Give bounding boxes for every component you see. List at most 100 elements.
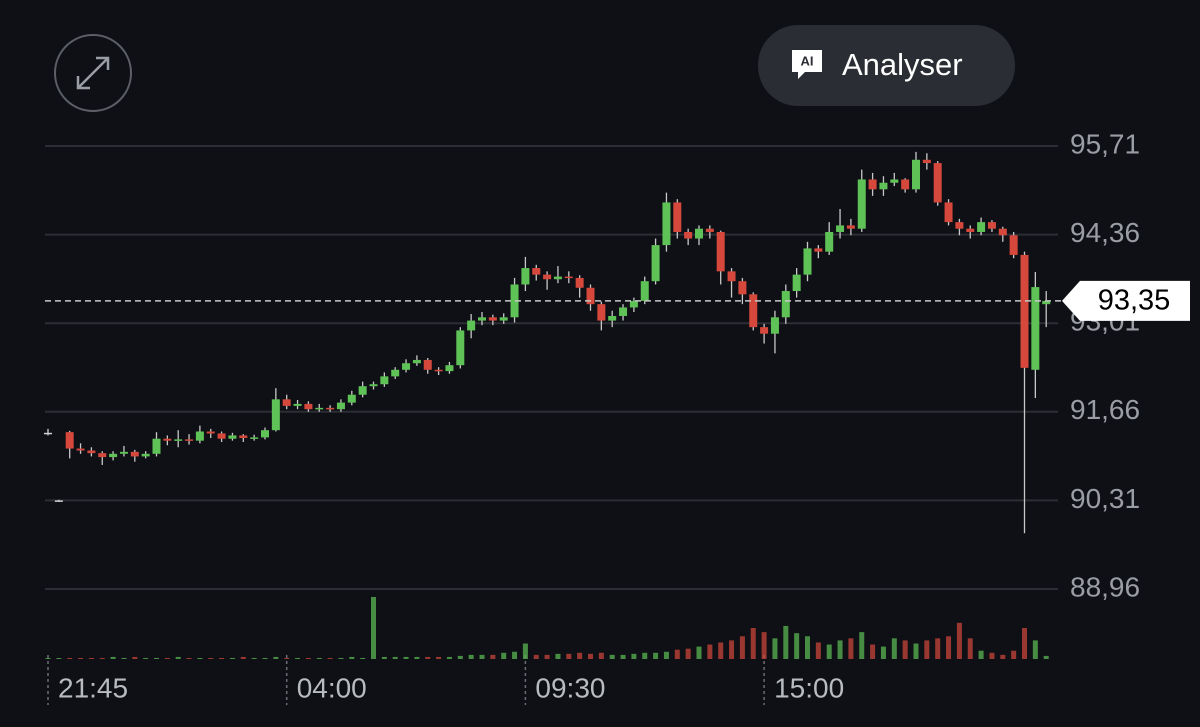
volume-bar bbox=[197, 657, 203, 659]
candle-body bbox=[141, 453, 150, 457]
y-tick-label: 91,66 bbox=[1070, 394, 1140, 425]
candle-body bbox=[966, 228, 975, 232]
volume-bar bbox=[305, 657, 311, 659]
y-tick-label: 90,31 bbox=[1070, 483, 1140, 514]
candle-body bbox=[65, 432, 74, 449]
candle-body bbox=[304, 403, 313, 410]
volume-bar bbox=[989, 652, 995, 659]
candle-body bbox=[98, 453, 107, 458]
volume-bar bbox=[826, 644, 832, 659]
volume-bar bbox=[45, 658, 51, 659]
volume-bar bbox=[88, 657, 94, 659]
candle-body bbox=[890, 179, 899, 183]
volume-bar bbox=[859, 632, 865, 659]
volume-bar bbox=[186, 657, 192, 659]
candle-body bbox=[825, 231, 834, 252]
volume-bar bbox=[577, 652, 583, 659]
candle-body bbox=[998, 228, 1007, 236]
candle-body bbox=[521, 268, 530, 285]
volume-bar bbox=[501, 652, 507, 659]
volume-bar bbox=[56, 658, 62, 659]
candle-body bbox=[912, 159, 920, 190]
candle-body bbox=[662, 202, 671, 246]
volume-bar bbox=[229, 657, 235, 659]
candle-body bbox=[575, 277, 584, 288]
candle-body bbox=[792, 274, 801, 292]
candle-body bbox=[814, 248, 823, 252]
x-tick-label: 09:30 bbox=[535, 672, 605, 703]
last-price-tag bbox=[1062, 280, 1190, 321]
volume-bar bbox=[1011, 650, 1017, 659]
candle-body bbox=[152, 438, 161, 454]
candle-body bbox=[119, 451, 128, 454]
volume-bar bbox=[761, 632, 767, 659]
volume-bar bbox=[935, 638, 941, 659]
volume-bar bbox=[132, 656, 138, 659]
volume-bar bbox=[392, 656, 398, 659]
volume-bar bbox=[837, 640, 843, 659]
volume-bar bbox=[566, 653, 572, 659]
candle-body bbox=[163, 438, 172, 441]
volume-bar bbox=[588, 653, 593, 659]
candle-body bbox=[369, 384, 378, 387]
volume-bar bbox=[1000, 654, 1006, 659]
candle-body bbox=[922, 159, 931, 164]
candle-body bbox=[868, 179, 877, 190]
candle-body bbox=[651, 245, 660, 282]
volume-bar bbox=[750, 628, 756, 659]
volume-bar bbox=[436, 656, 442, 659]
volume-bar bbox=[653, 652, 659, 659]
candle-body bbox=[402, 363, 411, 370]
volume-bar bbox=[696, 646, 702, 659]
expand-icon bbox=[76, 56, 110, 90]
volume-bar bbox=[446, 656, 452, 659]
candle-body bbox=[347, 394, 356, 403]
expand-button[interactable] bbox=[54, 34, 132, 112]
volume-bar bbox=[99, 657, 105, 659]
volume-bar bbox=[902, 640, 908, 659]
candle-body bbox=[955, 222, 964, 229]
analyser-button[interactable]: AI Analyser bbox=[758, 25, 1015, 106]
volume-bar bbox=[642, 652, 648, 659]
y-tick-label: 88,96 bbox=[1070, 571, 1140, 602]
candle-body bbox=[760, 327, 769, 334]
y-tick-label: 94,36 bbox=[1070, 217, 1140, 248]
volume-bar bbox=[848, 638, 854, 659]
candle-body bbox=[434, 369, 443, 372]
volume-bar bbox=[685, 648, 691, 659]
candle-body bbox=[944, 202, 953, 223]
candle-body bbox=[195, 431, 204, 441]
last-price-label: 93,35 bbox=[1098, 285, 1171, 317]
candle-body bbox=[488, 317, 497, 321]
volume-bar bbox=[219, 657, 225, 659]
volume-bar bbox=[154, 657, 159, 659]
candle-body bbox=[553, 276, 562, 280]
volume-bar bbox=[316, 657, 322, 659]
ai-icon-text: AI bbox=[801, 53, 814, 68]
volume-bar bbox=[674, 649, 680, 659]
candle-body bbox=[109, 453, 118, 458]
volume-bar bbox=[533, 654, 539, 659]
candle-body bbox=[977, 222, 986, 232]
candle-body bbox=[174, 439, 183, 441]
volume-bar bbox=[739, 636, 745, 659]
candle-body bbox=[206, 431, 215, 434]
candle-body bbox=[684, 231, 693, 239]
candle-body bbox=[749, 294, 758, 328]
candle-body bbox=[510, 284, 519, 318]
volume-bar bbox=[425, 656, 431, 659]
candle-body bbox=[44, 432, 52, 435]
volume-bar bbox=[598, 652, 604, 659]
candle-body bbox=[879, 182, 888, 190]
volume-bar bbox=[67, 657, 73, 659]
candle-body bbox=[781, 291, 790, 318]
volume-bar bbox=[284, 657, 290, 659]
candle-body bbox=[326, 407, 335, 410]
volume-bar bbox=[273, 656, 279, 659]
candle-body bbox=[261, 430, 269, 438]
candle-body bbox=[716, 231, 725, 272]
candle-body bbox=[803, 248, 812, 275]
volume-bar bbox=[338, 657, 344, 659]
